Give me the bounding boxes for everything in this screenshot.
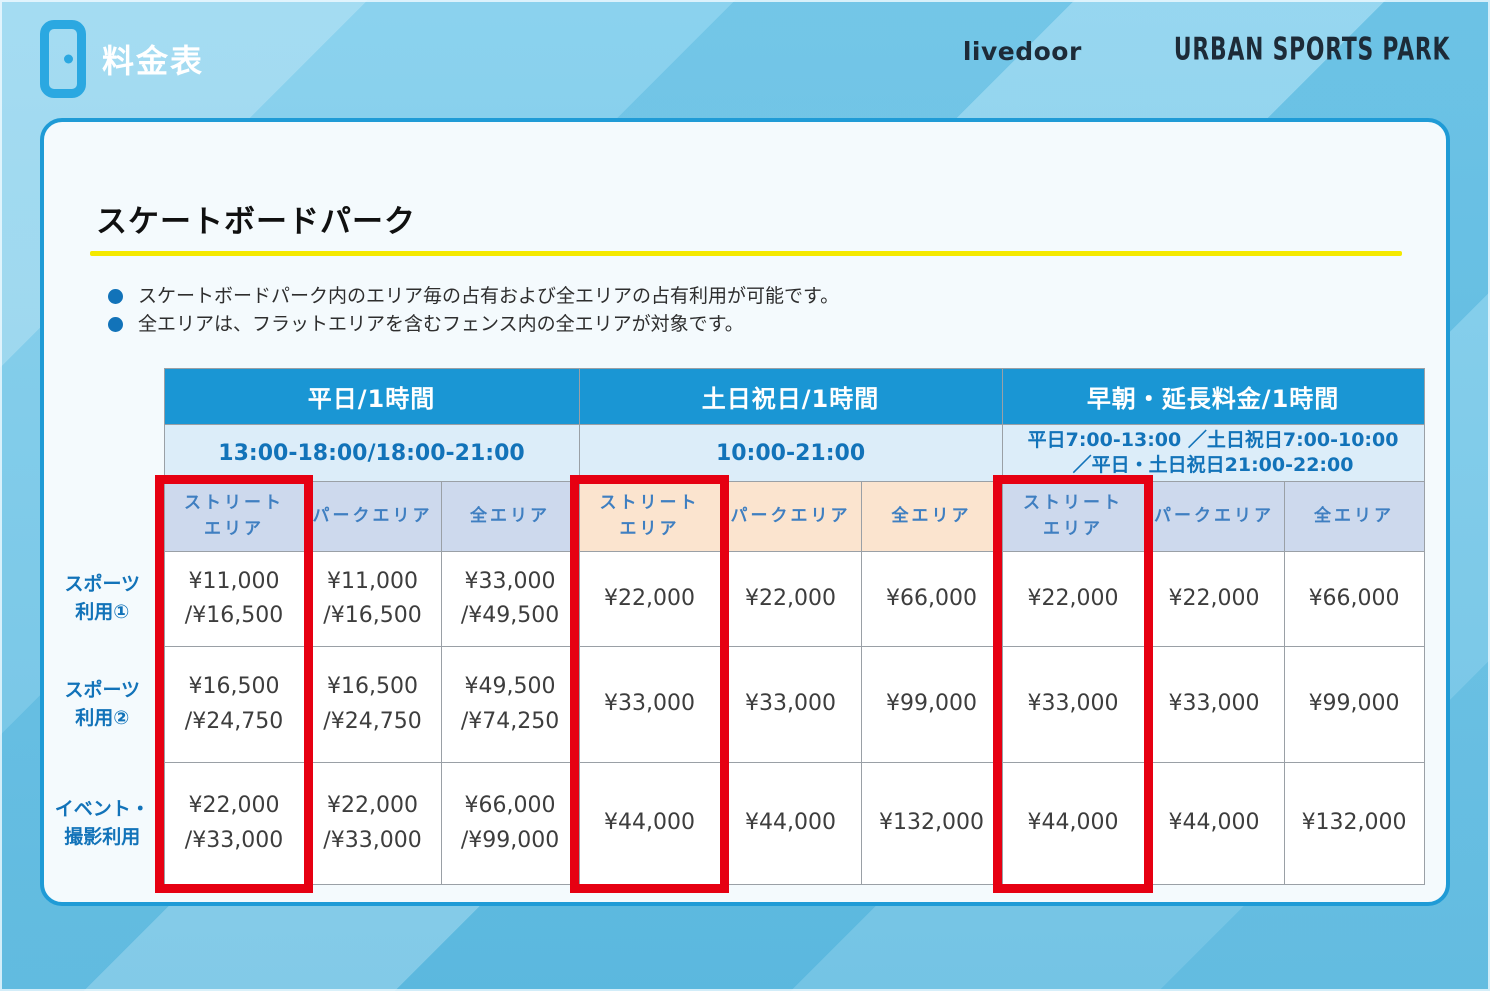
price-cell: ¥132,000 — [860, 762, 1003, 885]
price-cell: ¥22,000 /¥33,000 — [163, 762, 305, 885]
price-cell: ¥22,000 — [1143, 551, 1285, 647]
row-label: スポーツ 利用① — [64, 573, 141, 623]
price-cell: ¥66,000 — [860, 551, 1003, 647]
bullet-icon — [108, 288, 123, 304]
table-row-event-filming: イベント・ 撮影利用 ¥22,000 /¥33,000 ¥22,000 /¥33… — [49, 762, 1425, 885]
group-header-weekday: 平日/1時間 — [163, 368, 580, 425]
area-header-street-early: ストリート エリア — [1001, 481, 1145, 552]
price-cell: ¥22,000 — [719, 551, 862, 647]
logo-livedoor-text: livedoor — [962, 36, 1082, 66]
price-cell: ¥22,000 — [578, 551, 721, 647]
stub-cell — [49, 482, 164, 552]
content-card: スケートボードパーク スケートボードパーク内のエリア毎の占有および全エリアの占有… — [40, 118, 1450, 906]
table-row-sports-use-1: スポーツ 利用① ¥11,000 /¥16,500 ¥11,000 /¥16,5… — [49, 551, 1425, 647]
area-header-park-early: パークエリア — [1143, 481, 1285, 552]
price-cell: ¥33,000 — [578, 646, 721, 763]
yellow-underline — [90, 251, 1402, 256]
price-cell: ¥44,000 — [1143, 762, 1285, 885]
price-cell: ¥33,000 — [719, 646, 862, 763]
row-label: スポーツ 利用② — [64, 678, 141, 729]
area-header-park-weekend: パークエリア — [719, 481, 862, 552]
price-cell: ¥16,500 /¥24,750 — [163, 646, 305, 763]
price-cell: ¥132,000 — [1283, 762, 1425, 885]
logo-park-text: URBAN SPORTS PARK — [1173, 30, 1450, 67]
notes-list: スケートボードパーク内のエリア毎の占有および全エリアの占有利用が可能です。 全エ… — [108, 282, 1446, 338]
area-header-all-weekday: 全エリア — [440, 481, 580, 552]
group-header-weekend-holiday: 土日祝日/1時間 — [578, 368, 1003, 425]
price-cell: ¥11,000 /¥16,500 — [303, 551, 442, 647]
price-cell: ¥44,000 — [719, 762, 862, 885]
time-range-weekday: 13:00-18:00/18:00-21:00 — [163, 424, 580, 482]
door-icon — [40, 20, 86, 98]
group-header-row: 平日/1時間 土日祝日/1時間 早朝・延長料金/1時間 — [49, 368, 1425, 425]
note-text: 全エリアは、フラットエリアを含むフェンス内の全エリアが対象です。 — [138, 313, 744, 335]
time-row: 13:00-18:00/18:00-21:00 10:00-21:00 平日7:… — [49, 424, 1425, 482]
table-row-sports-use-2: スポーツ 利用② ¥16,500 /¥24,750 ¥16,500 /¥24,7… — [49, 646, 1425, 763]
price-cell: ¥33,000 — [1001, 646, 1145, 763]
price-cell: ¥99,000 — [1283, 646, 1425, 763]
row-label: イベント・ 撮影利用 — [54, 797, 150, 848]
price-cell: ¥99,000 — [860, 646, 1003, 763]
note-text: スケートボードパーク内のエリア毎の占有および全エリアの占有利用が可能です。 — [138, 285, 840, 307]
price-cell: ¥22,000 — [1001, 551, 1145, 647]
price-cell: ¥44,000 — [578, 762, 721, 885]
doorknob-dot — [64, 54, 73, 64]
section-title: スケートボードパーク — [96, 204, 416, 240]
area-header-street-weekend: ストリート エリア — [578, 481, 721, 552]
group-header-early-extension: 早朝・延長料金/1時間 — [1001, 368, 1425, 425]
area-header-all-weekend: 全エリア — [860, 481, 1003, 552]
price-cell: ¥44,000 — [1001, 762, 1145, 885]
price-cell: ¥33,000 — [1143, 646, 1285, 763]
price-cell: ¥66,000 /¥99,000 — [440, 762, 580, 885]
price-cell: ¥49,500 /¥74,250 — [440, 646, 580, 763]
header-bar: 料金表 livedoor URBAN SPORTS PARK — [0, 0, 1490, 118]
note-item: 全エリアは、フラットエリアを含むフェンス内の全エリアが対象です。 — [108, 310, 1446, 338]
area-header-street-weekday: ストリート エリア — [163, 481, 305, 552]
page-title: 料金表 — [102, 42, 205, 80]
area-header-all-early: 全エリア — [1283, 481, 1425, 552]
price-cell: ¥22,000 /¥33,000 — [303, 762, 442, 885]
brand-logo: livedoor URBAN SPORTS PARK — [962, 30, 1450, 66]
area-header-row: ストリート エリア パークエリア 全エリア ストリート エリア パークエリア 全… — [49, 481, 1425, 552]
page-title-group: 料金表 — [40, 20, 204, 98]
price-table: 平日/1時間 土日祝日/1時間 早朝・延長料金/1時間 13:00-18:00/… — [49, 368, 1425, 885]
stub-cell — [49, 425, 164, 482]
price-cell: ¥66,000 — [1283, 551, 1425, 647]
area-header-park-weekday: パークエリア — [303, 481, 442, 552]
price-table-wrap: 平日/1時間 土日祝日/1時間 早朝・延長料金/1時間 13:00-18:00/… — [49, 368, 1431, 893]
bullet-icon — [108, 316, 123, 332]
time-range-weekend-holiday: 10:00-21:00 — [578, 424, 1003, 482]
price-cell: ¥11,000 /¥16,500 — [163, 551, 305, 647]
note-item: スケートボードパーク内のエリア毎の占有および全エリアの占有利用が可能です。 — [108, 282, 1446, 310]
price-cell: ¥33,000 /¥49,500 — [440, 551, 580, 647]
stub-cell — [49, 369, 164, 425]
time-range-early-extension: 平日7:00-13:00 ／土日祝日7:00-10:00 ／平日・土日祝日21:… — [1001, 424, 1425, 482]
price-cell: ¥16,500 /¥24,750 — [303, 646, 442, 763]
